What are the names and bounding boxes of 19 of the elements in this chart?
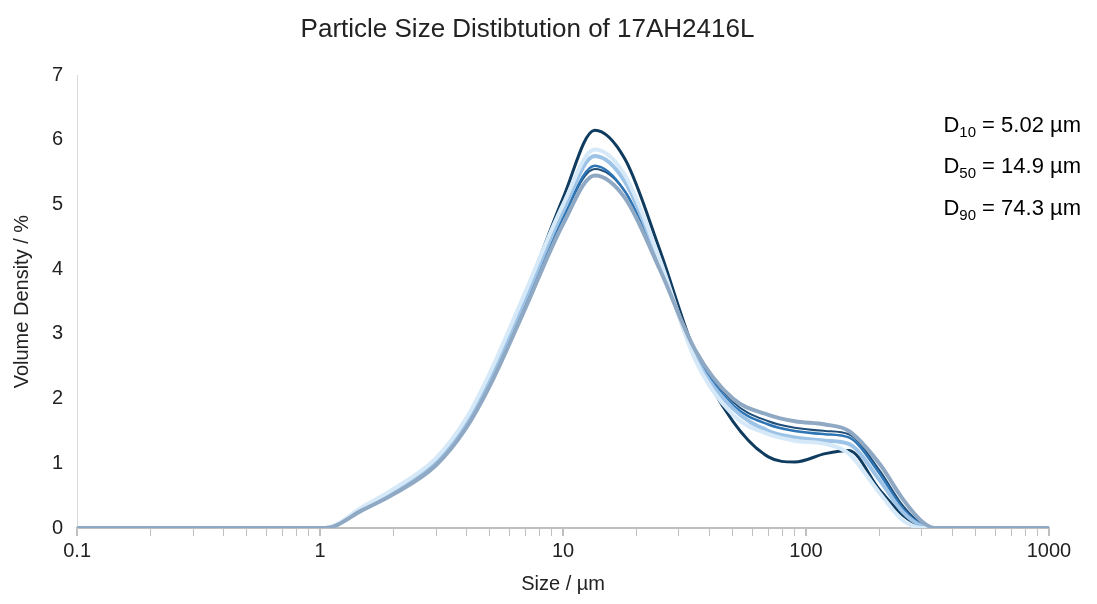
x-tick-label: 100: [789, 538, 823, 561]
x-tick-label: 1: [314, 538, 326, 561]
y-axis-title: Volume Density / %: [9, 214, 32, 389]
x-axis-title: Size / µm: [521, 571, 605, 594]
x-tick-label: 0.1: [63, 538, 92, 561]
y-tick-label: 6: [52, 127, 64, 150]
annotation: D$_{50}$ = 14.9 µm: [943, 152, 1081, 184]
x-tick-label: 10: [551, 538, 575, 561]
y-tick-label: 2: [52, 386, 64, 409]
y-tick-label: 0: [52, 515, 64, 538]
annotation: D$_{90}$ = 74.3 µm: [943, 193, 1081, 226]
y-tick-label: 4: [52, 256, 64, 279]
y-tick-label: 5: [52, 192, 64, 215]
annotation: D$_{10}$ = 5.02 µm: [943, 111, 1081, 143]
y-tick-label: 3: [52, 321, 64, 344]
x-tick-label: 1000: [1026, 538, 1072, 561]
y-tick-label: 1: [52, 450, 64, 473]
chart-title: Particle Size Distibtution of 17AH2416L: [300, 12, 755, 43]
y-tick-label: 7: [52, 62, 64, 85]
